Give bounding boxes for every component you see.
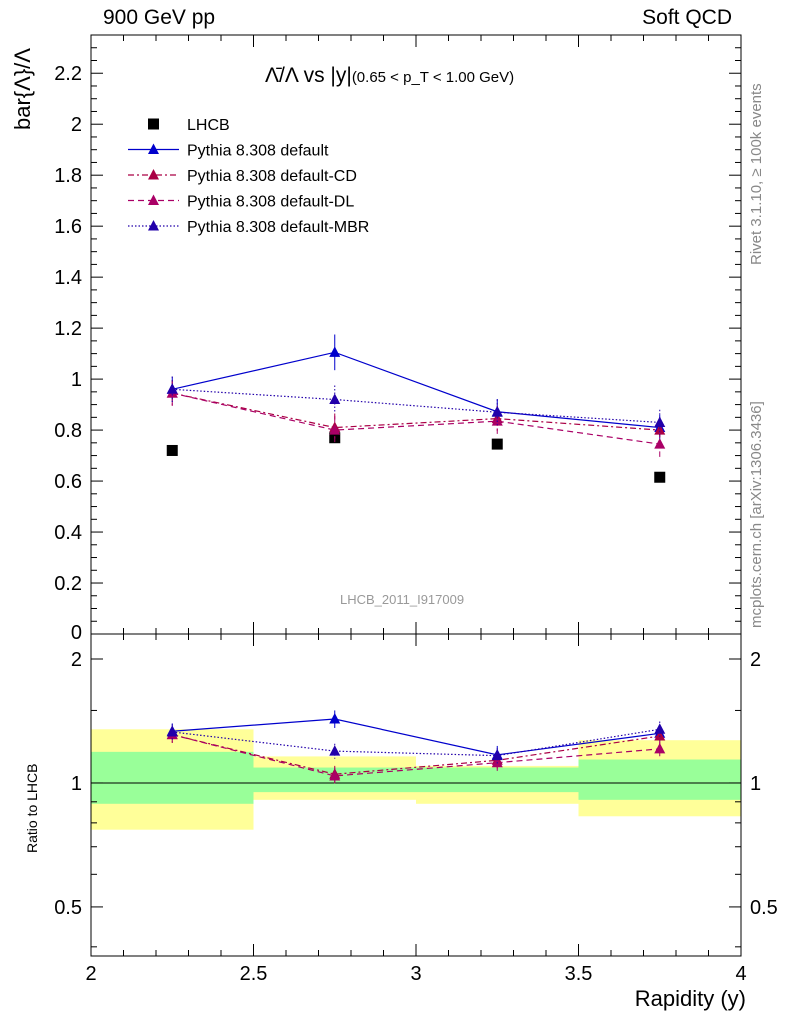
plot-title-cut: (0.65 < p_T < 1.00 GeV) <box>351 69 515 86</box>
series-marker <box>329 424 341 435</box>
series-line <box>172 734 660 777</box>
legend-label: Pythia 8.308 default-MBR <box>187 219 369 236</box>
x-tick-label: 2 <box>85 963 96 985</box>
series-marker <box>148 220 159 231</box>
series-marker <box>491 406 503 417</box>
series-marker <box>329 745 341 756</box>
y-tick-label: 0.4 <box>54 522 82 544</box>
ratio-y-tick-label-right: 2 <box>750 649 761 671</box>
series-marker <box>329 712 341 724</box>
ratio-band-inner <box>91 751 254 804</box>
ratio-band-inner <box>578 759 741 800</box>
plot-title-main: Λ̄/Λ vs |y| <box>265 64 352 87</box>
legend-label: Pythia 8.308 default-CD <box>187 168 357 185</box>
y-tick-label: 0.2 <box>54 573 82 595</box>
data-point <box>491 438 503 450</box>
ratio-y-tick-label: 2 <box>71 649 82 671</box>
series-marker <box>329 393 341 404</box>
y-tick-label: 2 <box>71 114 82 136</box>
analysis-watermark: LHCB_2011_I917009 <box>340 592 465 607</box>
series-marker <box>654 730 666 741</box>
series-marker <box>654 438 666 449</box>
series-marker <box>654 424 666 435</box>
data-point <box>166 444 178 456</box>
series-marker <box>329 346 341 357</box>
x-axis-label: Rapidity (y) <box>634 986 746 1011</box>
rivet-version-label: Rivet 3.1.10, ≥ 100k events <box>748 83 765 265</box>
series-line <box>172 388 660 424</box>
ratio-axis-label: Ratio to LHCB <box>24 763 40 853</box>
series-marker <box>491 756 503 768</box>
series-marker <box>654 416 666 427</box>
x-tick-label: 3.5 <box>565 963 593 985</box>
process-label: Soft QCD <box>642 6 732 29</box>
x-tick-label: 2.5 <box>240 963 268 985</box>
mcplots-site-label: mcplots.cern.ch [arXiv:1306.3436] <box>748 401 765 628</box>
data-point <box>654 471 666 483</box>
legend-label: Pythia 8.308 default <box>187 143 329 160</box>
series-marker <box>491 415 503 426</box>
x-tick-label: 3 <box>410 963 421 985</box>
series-marker <box>166 383 178 394</box>
ratio-y-tick-label-right: 1 <box>750 773 761 795</box>
plot-title: Λ̄/Λ vs |y|(0.65 < p_T < 1.00 GeV) <box>265 64 514 88</box>
series-marker <box>329 769 341 781</box>
legend-label: Pythia 8.308 default-DL <box>187 194 354 211</box>
ratio-y-tick-label: 1 <box>71 773 82 795</box>
y-tick-label: 1 <box>71 369 82 391</box>
legend-marker <box>148 118 159 130</box>
ratio-y-tick-label: 0.5 <box>54 897 82 919</box>
y-axis-label: bar{Λ}/Λ <box>10 48 35 130</box>
series-marker <box>148 194 159 205</box>
series-marker <box>491 749 503 761</box>
tick-layer: 2 2.5 3 3.5 4 0.2 0.4 0.6 0.8 1 1.2 1.4 1.6 1.8 2 2.2 0 0… <box>54 34 778 985</box>
series-layer <box>166 334 666 785</box>
series-marker <box>654 742 666 754</box>
series-line <box>172 351 660 429</box>
ratio-band-inner <box>416 767 579 793</box>
series-line <box>172 392 660 431</box>
series-line <box>172 728 660 757</box>
y-tick-label: 1.4 <box>54 267 82 289</box>
ratio-y-tick-label-right: 0.5 <box>750 897 778 919</box>
y-tick-label: 1.6 <box>54 216 82 238</box>
x-tick-label: 4 <box>735 963 746 985</box>
collision-label: 900 GeV pp <box>103 6 216 29</box>
legend-label: LHCB <box>187 117 230 134</box>
y-tick-label: 0.8 <box>54 420 82 442</box>
series-line <box>172 718 660 756</box>
series-marker <box>148 169 159 180</box>
series-marker <box>166 725 178 737</box>
ratio-band-layer <box>91 729 741 830</box>
series-marker <box>654 723 666 734</box>
y-tick-label: 2.2 <box>54 63 82 85</box>
series-marker <box>148 143 159 154</box>
series-line <box>172 392 660 445</box>
y-tick-label: 1.8 <box>54 165 82 187</box>
y-tick-label: 0.6 <box>54 471 82 493</box>
y-tick-label: 1.2 <box>54 318 82 340</box>
series-line <box>172 734 660 775</box>
y-tick-label-zero: 0 <box>71 622 82 644</box>
legend: LHCB Pythia 8.308 default Pythia 8.308 def… <box>128 117 369 236</box>
